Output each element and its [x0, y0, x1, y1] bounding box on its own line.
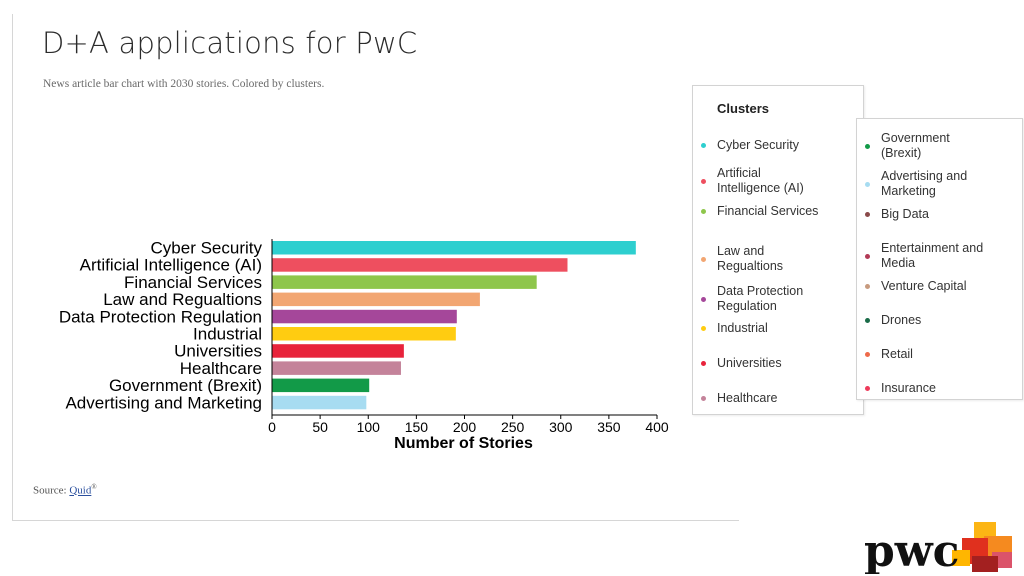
category-label: Universities: [174, 342, 262, 361]
source-link[interactable]: Quid: [69, 484, 92, 497]
legend-item: Big Data: [865, 207, 991, 222]
bar: [272, 344, 404, 358]
legend-color-dot: [865, 143, 870, 149]
category-label: Industrial: [193, 325, 262, 344]
x-tick-label: 100: [357, 419, 381, 435]
legend-color-dot: [865, 212, 870, 217]
pwc-logo-text: pwc: [864, 526, 959, 574]
x-tick-label: 0: [268, 419, 276, 435]
legend-color-dot: [865, 253, 870, 259]
legend-color-dot: [701, 209, 706, 214]
category-label: Financial Services: [124, 273, 262, 292]
source-registered-mark: ®: [91, 483, 97, 491]
legend-label: Financial Services: [717, 204, 819, 218]
x-tick-label: 150: [405, 419, 429, 435]
bar: [272, 258, 568, 272]
legend-column-2: Government (Brexit) Advertising and Marke…: [856, 118, 1023, 400]
legend-label: Drones: [881, 313, 922, 327]
bar: [272, 275, 537, 289]
legend-color-dot: [701, 361, 706, 366]
category-label: Healthcare: [180, 359, 262, 378]
legend-label: Law and Regualtions: [717, 244, 784, 273]
legend-color-dot: [701, 143, 706, 148]
legend-item: Government (Brexit): [865, 131, 991, 161]
legend-label: Artificial Intelligence (AI): [717, 166, 804, 195]
x-tick-label: 400: [645, 419, 669, 435]
category-label: Data Protection Regulation: [59, 307, 262, 326]
chart-subtitle: News article bar chart with 2030 stories…: [43, 78, 325, 90]
legend-item: Drones: [865, 313, 991, 328]
legend-item: Artificial Intelligence (AI): [701, 166, 827, 196]
bar: [272, 378, 370, 393]
legend-column-1: Clusters Cyber Security Artificial Intell…: [692, 85, 864, 415]
source-prefix: Source:: [33, 484, 70, 497]
category-label: Law and Regualtions: [103, 290, 262, 309]
legend-color-dot: [701, 296, 706, 302]
legend-color-dot: [701, 178, 706, 184]
bar: [272, 361, 401, 375]
legend-label: Government (Brexit): [881, 131, 950, 160]
legend-item: Insurance: [865, 381, 991, 396]
legend-item: Financial Services: [701, 204, 827, 219]
legend-label: Data Protection Regulation: [717, 284, 804, 313]
legend-color-dot: [865, 284, 870, 289]
legend-label: Advertising and Marketing: [881, 169, 968, 198]
legend-item: Industrial: [701, 321, 827, 336]
legend-color-dot: [701, 326, 706, 331]
legend-color-dot: [865, 318, 870, 323]
x-tick-label: 300: [549, 419, 573, 435]
legend-item: Venture Capital: [865, 279, 991, 294]
bar: [272, 309, 457, 324]
legend-item: Cyber Security: [701, 138, 827, 153]
legend-label: Venture Capital: [881, 279, 967, 293]
source-note: Source: Quid®: [33, 483, 97, 497]
legend-label: Industrial: [717, 321, 768, 335]
legend-color-dot: [865, 352, 870, 357]
legend-label: Retail: [881, 347, 913, 361]
x-tick-label: 50: [312, 419, 328, 435]
x-tick-label: 350: [597, 419, 621, 435]
category-label: Advertising and Marketing: [65, 393, 262, 412]
x-tick-label: 250: [501, 419, 525, 435]
legend-item: Entertainment and Media: [865, 241, 991, 271]
legend-label: Healthcare: [717, 391, 778, 405]
category-label: Cyber Security: [151, 239, 263, 258]
bar: [272, 241, 636, 255]
legend-item: Healthcare: [701, 391, 827, 406]
legend-color-dot: [865, 386, 870, 391]
legend-color-dot: [701, 396, 706, 401]
legend-label: Universities: [717, 356, 782, 370]
legend-item: Retail: [865, 347, 991, 362]
page-title: D+A applications for PwC: [42, 26, 418, 60]
category-label: Government (Brexit): [109, 376, 262, 395]
slide-card-frame: [12, 14, 739, 521]
pwc-logo: pwc: [864, 522, 1012, 574]
legend-item: Universities: [701, 356, 827, 371]
legend-label: Big Data: [881, 207, 929, 221]
legend-color-dot: [701, 256, 706, 262]
bar: [272, 292, 480, 307]
legend-label: Cyber Security: [717, 138, 799, 152]
legend-item: Advertising and Marketing: [865, 169, 991, 199]
legend-color-dot: [865, 181, 870, 187]
legend-title: Clusters: [717, 101, 770, 116]
legend-item: Law and Regualtions: [701, 244, 827, 274]
legend-label: Entertainment and Media: [881, 241, 984, 270]
legend-label: Insurance: [881, 381, 936, 395]
category-label: Artificial Intelligence (AI): [80, 256, 262, 275]
bar: [272, 395, 367, 410]
x-tick-label: 200: [453, 419, 477, 435]
legend-item: Data Protection Regulation: [701, 284, 827, 314]
x-axis-title: Number of Stories: [394, 435, 533, 452]
bar: [272, 327, 456, 341]
